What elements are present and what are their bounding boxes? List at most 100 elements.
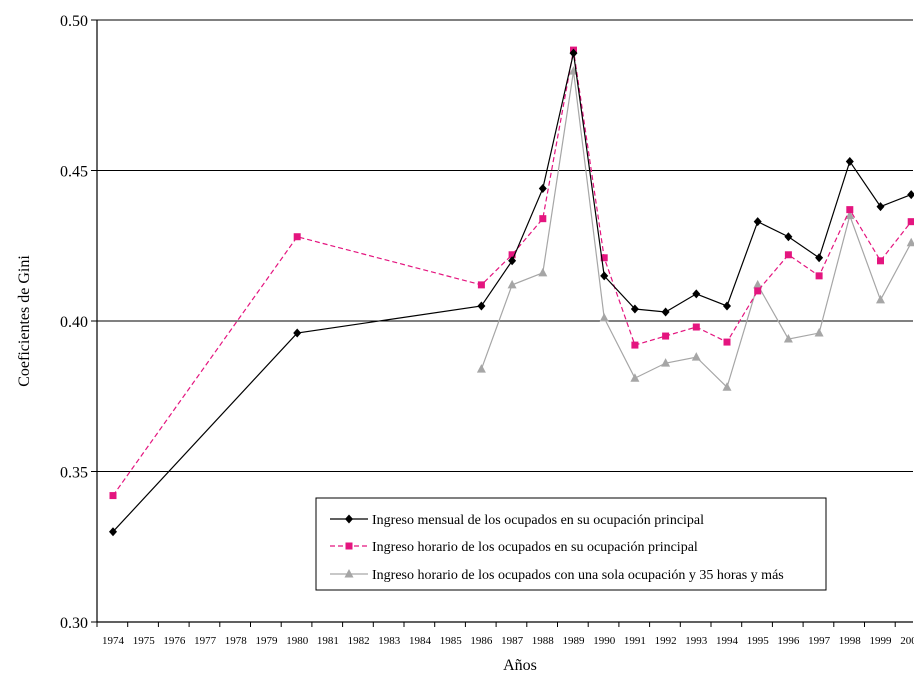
x-tick-label: 1978 xyxy=(225,635,248,647)
x-tick-label: 1980 xyxy=(286,635,309,647)
x-tick-label: 1987 xyxy=(501,635,524,647)
x-tick-label: 1996 xyxy=(777,635,800,647)
y-tick-label: 0.35 xyxy=(60,465,88,482)
square-marker xyxy=(345,542,353,550)
x-tick-label: 1997 xyxy=(808,635,831,647)
triangle-marker xyxy=(876,294,885,304)
square-marker xyxy=(784,251,792,259)
x-tick-label: 1989 xyxy=(563,635,586,647)
diamond-marker xyxy=(907,190,914,200)
diamond-marker xyxy=(845,156,854,166)
x-tick-label: 1982 xyxy=(348,635,370,647)
diamond-marker xyxy=(692,289,701,299)
triangle-marker xyxy=(661,358,671,367)
x-tick-label: 1979 xyxy=(256,635,279,647)
grid-lines xyxy=(91,19,913,623)
square-marker xyxy=(508,251,516,259)
diamond-marker xyxy=(538,184,547,194)
y-tick-label: 0.50 xyxy=(60,13,88,30)
y-tick-label: 0.40 xyxy=(60,314,88,331)
x-tick-label: 1985 xyxy=(440,635,463,647)
triangle-marker xyxy=(691,352,701,361)
x-tick-label: 1988 xyxy=(532,635,555,647)
square-marker xyxy=(907,218,914,226)
diamond-marker xyxy=(293,328,302,338)
triangle-marker xyxy=(814,328,824,337)
x-tick-label: 1983 xyxy=(378,635,401,647)
x-tick-label: 1995 xyxy=(747,635,770,647)
triangle-marker xyxy=(476,364,486,373)
y-tick-label: 0.45 xyxy=(60,164,88,181)
x-tick-label: 1991 xyxy=(624,635,646,647)
x-tick-label: 1975 xyxy=(133,635,156,647)
square-marker xyxy=(662,332,670,340)
x-tick-label: 1998 xyxy=(839,635,862,647)
diamond-marker xyxy=(784,232,793,242)
square-marker xyxy=(723,338,731,346)
series-line xyxy=(480,71,912,389)
triangle-marker xyxy=(630,373,640,382)
square-marker xyxy=(293,233,301,241)
series-1 xyxy=(109,48,914,537)
x-tick-label: 1993 xyxy=(685,635,708,647)
x-tick-labels: 1974 1975 1976 1977 1978 1979 1980 1981 1982 1983… xyxy=(102,635,914,647)
legend: Ingreso mensual de los ocupados en su oc… xyxy=(315,497,827,591)
triangle-marker xyxy=(845,210,855,220)
axes xyxy=(96,20,913,627)
square-marker xyxy=(846,206,854,214)
diamond-marker xyxy=(508,256,517,266)
y-tick-labels: 0.30 0.35 0.40 0.45 0.50 xyxy=(60,13,88,632)
diamond-marker xyxy=(600,271,609,281)
diamond-marker xyxy=(661,307,670,317)
x-tick-label: 1999 xyxy=(870,635,893,647)
y-tick-label: 0.30 xyxy=(60,615,88,632)
square-marker xyxy=(477,281,485,289)
diamond-marker xyxy=(723,301,731,311)
legend-label: Ingreso horario de los ocupados con una … xyxy=(372,568,784,583)
diamond-marker xyxy=(876,202,885,212)
y-axis-title: Coeficientes de Gini xyxy=(16,255,33,387)
series-2 xyxy=(109,46,914,500)
x-tick-label: 1984 xyxy=(409,635,432,647)
series-3 xyxy=(476,66,914,391)
triangle-marker xyxy=(507,279,517,289)
triangle-marker xyxy=(344,569,354,578)
x-tick-label: 1976 xyxy=(163,635,186,647)
x-axis-title: Años xyxy=(503,657,537,674)
square-marker xyxy=(692,323,700,331)
x-tick-label: 1986 xyxy=(470,635,493,647)
x-tick-label: 1977 xyxy=(194,635,217,647)
triangle-marker xyxy=(722,382,732,391)
series-line xyxy=(112,52,912,533)
x-tick-label: 1992 xyxy=(655,635,677,647)
triangle-marker xyxy=(783,334,793,343)
diamond-marker xyxy=(477,301,486,311)
triangle-marker xyxy=(538,267,548,277)
legend-label: Ingreso horario de los ocupados en su oc… xyxy=(372,540,698,555)
square-marker xyxy=(600,254,608,262)
triangle-marker xyxy=(753,279,763,289)
x-tick-label: 1974 xyxy=(102,635,125,647)
square-marker xyxy=(539,215,547,223)
triangle-marker xyxy=(906,237,914,247)
square-marker xyxy=(815,272,823,280)
legend-box xyxy=(315,497,827,591)
series-line xyxy=(112,49,912,496)
legend-label: Ingreso mensual de los ocupados en su oc… xyxy=(372,513,704,528)
diamond-marker xyxy=(569,48,578,58)
square-marker xyxy=(109,492,117,500)
diamond-marker xyxy=(109,527,117,537)
diamond-marker xyxy=(345,514,353,524)
square-marker xyxy=(877,257,884,265)
x-tick-label: 1981 xyxy=(317,635,339,647)
square-marker xyxy=(754,287,762,295)
series-layer xyxy=(109,46,914,537)
x-tick-label: 1994 xyxy=(716,635,739,647)
triangle-marker xyxy=(599,312,609,322)
diamond-marker xyxy=(815,253,824,263)
x-tick-label: 1990 xyxy=(593,635,616,647)
x-tick-label: 2000 xyxy=(900,635,914,647)
diamond-marker xyxy=(753,217,762,227)
diamond-marker xyxy=(630,304,639,314)
